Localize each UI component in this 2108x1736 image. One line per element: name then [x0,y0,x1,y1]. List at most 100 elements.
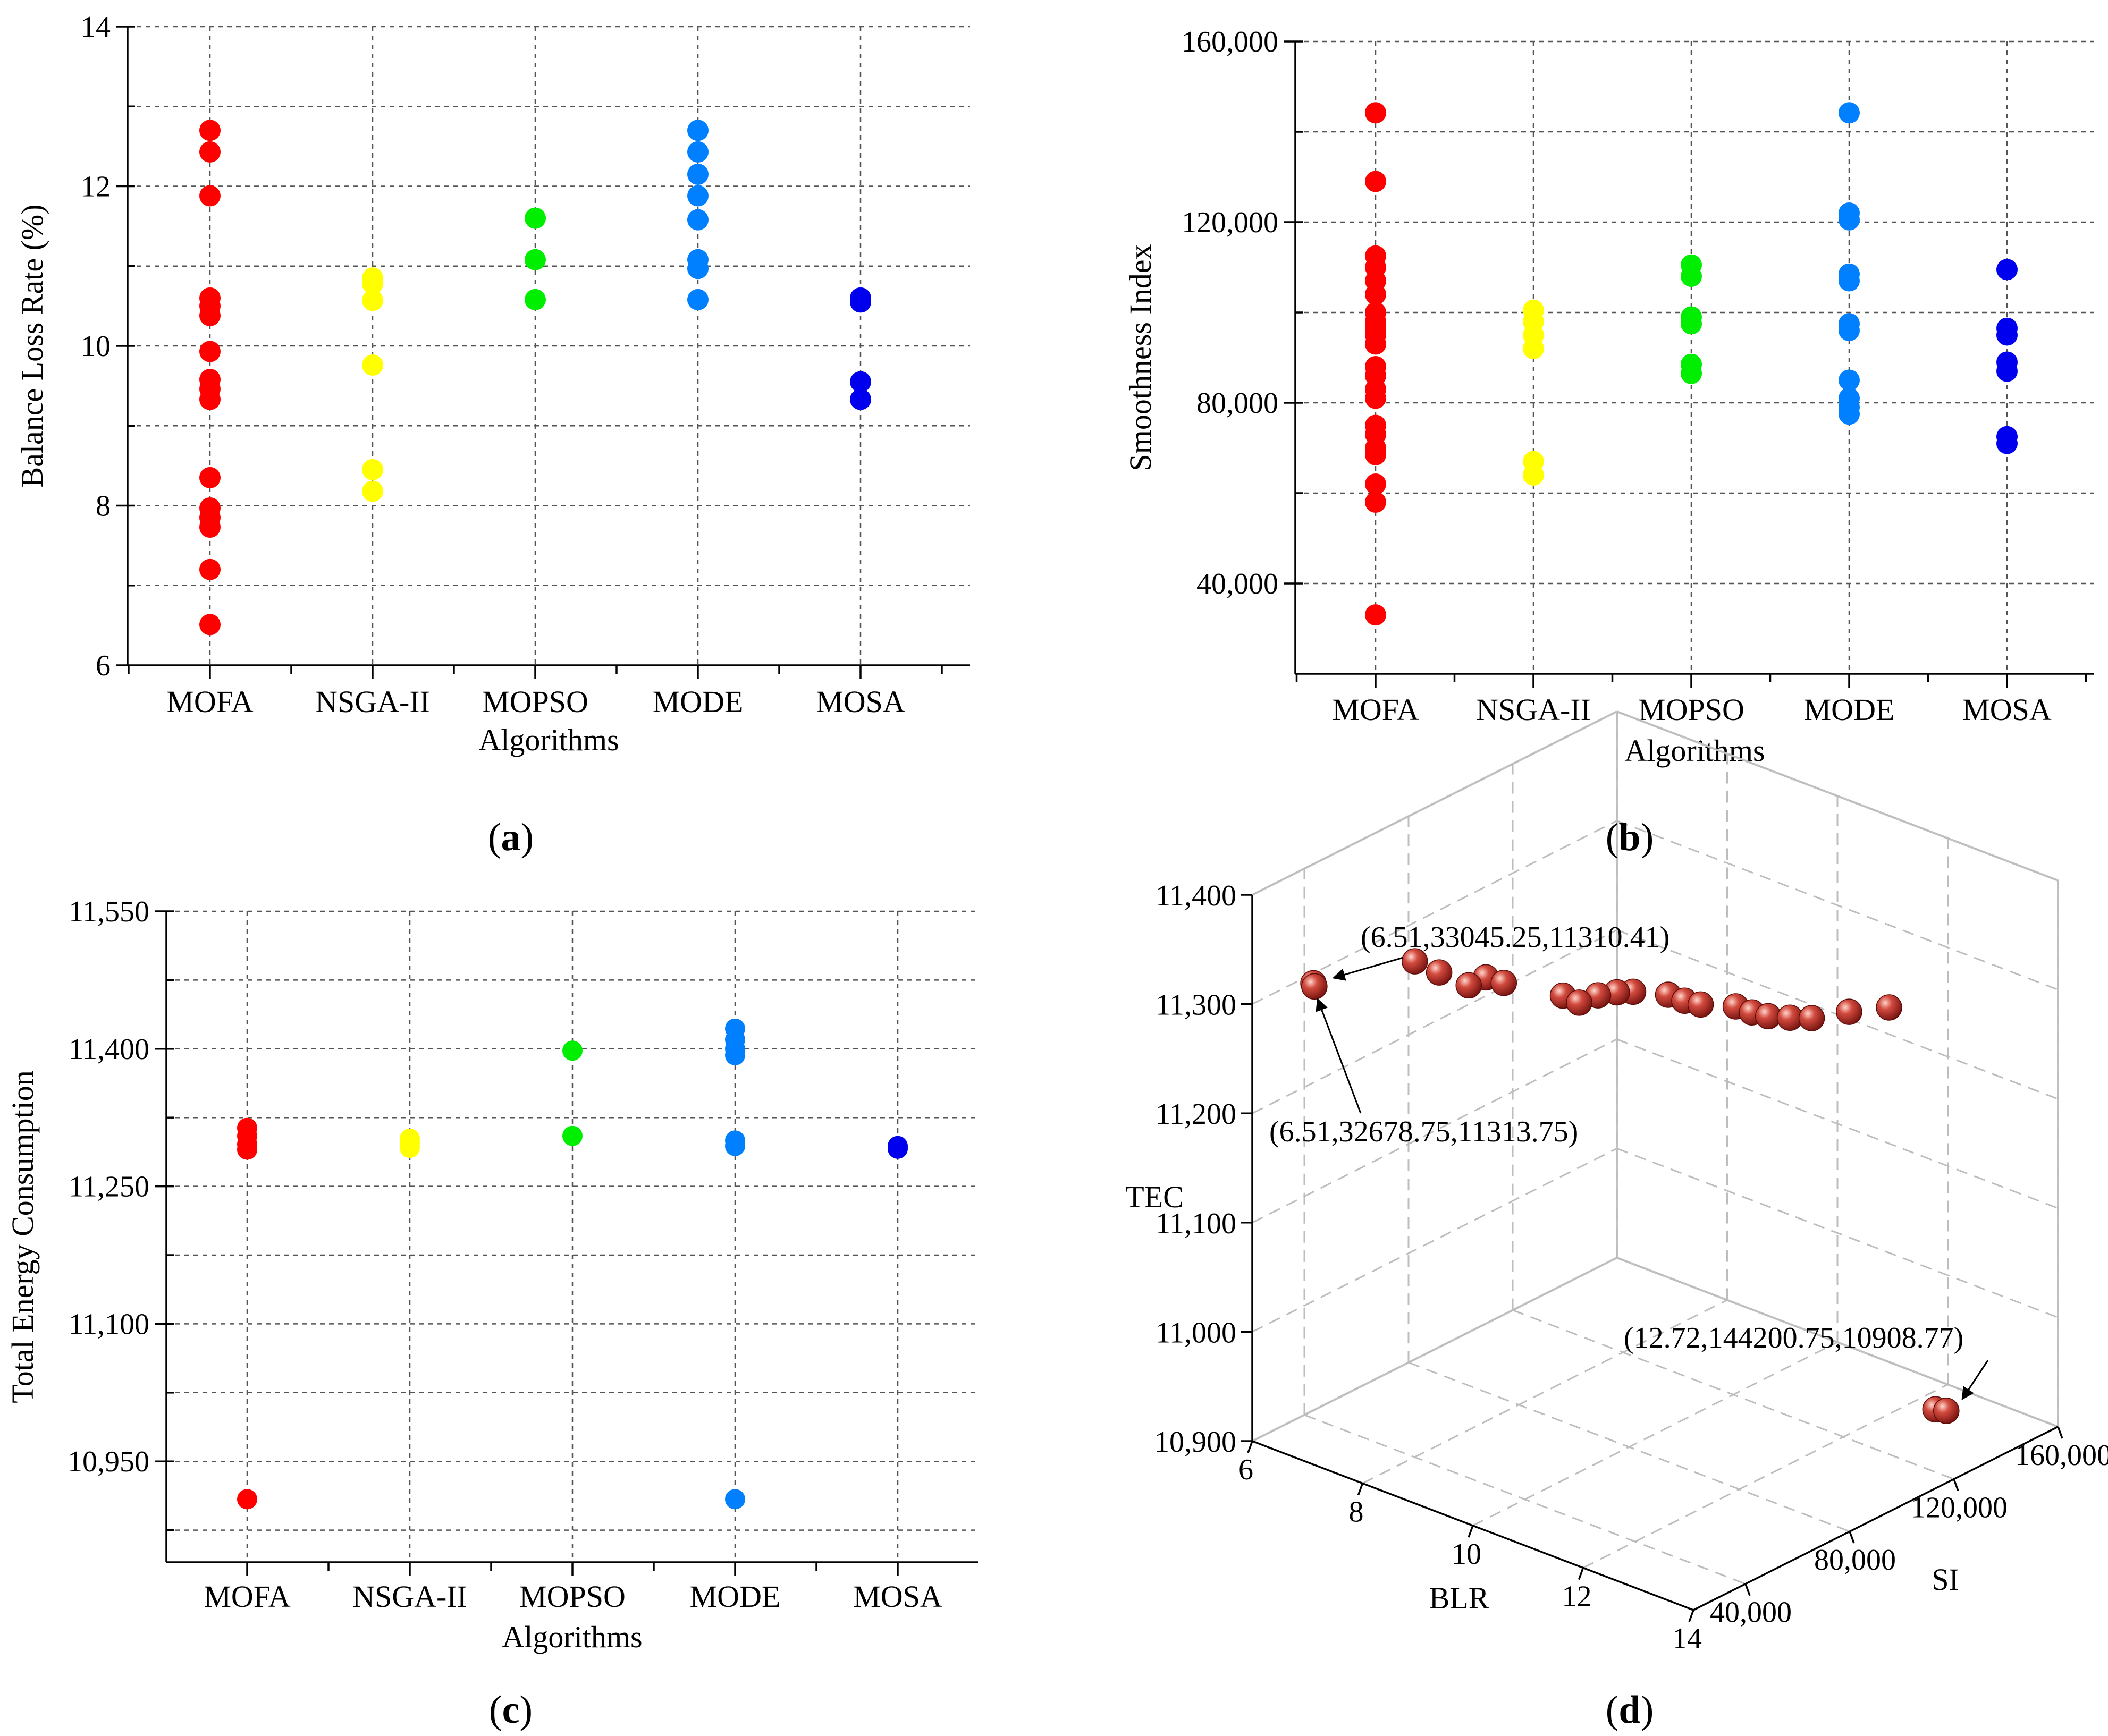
data-point-nsga-ii [1523,464,1544,486]
data-point-mofa [199,185,221,207]
data-point-mosa [850,388,871,410]
y-tick-label: 120,000 [1182,206,1278,239]
y-tick-label: 120,000 [1911,1492,2008,1525]
panel-label-b: (b) [1606,816,1654,859]
panel-label-d: (d) [1606,1688,1654,1732]
y-tick-label: 10 [81,330,111,363]
grid-line-3d [1512,1309,1954,1480]
data-point-mopso [525,207,546,229]
data-sphere [1798,1005,1825,1031]
x-category-label: MOSA [853,1579,942,1614]
data-sphere [1402,948,1428,975]
x-category-label: MODE [653,684,744,719]
data-point-mofa [1365,473,1386,495]
data-sphere [1933,1398,1960,1424]
x-axis-title: BLR [1429,1581,1489,1615]
grid-line-3d [1252,929,1617,1114]
y-tick-label: 14 [81,11,111,44]
y-tick [2057,1426,2063,1439]
data-point-mode [1839,320,1860,341]
x-category-label: MOSA [816,684,905,719]
data-point-nsga-ii [400,1138,420,1158]
y-tick-label: 12 [81,171,111,204]
data-point-nsga-ii [1523,338,1544,359]
data-point-mofa [1365,333,1386,355]
grid-line-3d [1252,1148,1617,1333]
y-tick [1744,1583,1751,1596]
y-tick-label: 160,000 [2015,1439,2108,1472]
data-point-mofa [199,341,221,362]
data-point-mofa [199,558,221,580]
x-tick-label: 8 [1349,1496,1364,1529]
x-tick [1688,1610,1694,1622]
data-point-mode [1839,102,1860,124]
data-point-mode [725,1136,745,1156]
data-sphere [1566,989,1592,1016]
data-point-mofa [1365,284,1386,305]
data-point-mosa [1996,360,2018,382]
data-point-mode [687,163,709,185]
data-point-mofa [199,467,221,488]
data-sphere [1490,969,1517,996]
data-point-mode [725,1045,745,1065]
x-category-label: MOSA [1962,692,2052,727]
grid-line-3d [1304,1414,1746,1585]
data-point-nsga-ii [362,273,383,294]
data-point-mopso [1681,313,1702,335]
x-category-label: MODE [1804,692,1895,727]
data-point-mosa [1996,433,2018,454]
data-point-mofa [1365,387,1386,409]
grid-line-3d [1616,820,2059,991]
annotation-label: (6.51,32678.75,11313.75) [1269,1115,1578,1148]
grid-line-3d [1362,1299,1728,1484]
data-point-mopso [562,1040,583,1061]
data-point-mode [687,120,709,141]
grid-line-3d [1252,1038,1617,1224]
data-point-mode [1839,270,1860,292]
x-category-label: MOPSO [519,1579,626,1614]
data-point-mode [687,289,709,310]
data-point-mode [1839,403,1860,425]
y-tick-label: 11,400 [69,1033,149,1066]
data-point-mosa [850,291,871,313]
annotation-arrow [1316,998,1362,1114]
data-sphere [1301,973,1328,1000]
y-axis-title: Balance Loss Rate (%) [15,204,49,487]
grid-line-3d [1582,1384,1949,1569]
y-tick-label: 160,000 [1182,26,1278,58]
x-category-label: NSGA-II [352,1579,467,1614]
grid-line-3d [1252,710,1617,896]
x-tick [1468,1525,1474,1538]
x-category-label: MOFA [1332,692,1419,727]
y-tick-label: 80,000 [1196,387,1278,420]
panel-label-a: (a) [488,816,534,859]
data-point-mofa [237,1139,257,1160]
data-point-mofa [199,516,221,538]
z-tick-label: 11,300 [1156,989,1236,1022]
x-category-label: NSGA-II [1476,692,1591,727]
data-point-mosa [1996,259,2018,281]
data-point-mode [1839,209,1860,231]
data-sphere [1455,972,1482,999]
y-tick-label: 10,950 [68,1445,149,1478]
panel-label-c: (c) [489,1688,533,1732]
annotation-arrow [1961,1360,1989,1401]
y-tick-label: 40,000 [1196,568,1278,600]
data-point-mofa [1365,604,1386,626]
x-tick [1357,1483,1364,1496]
y-tick-label: 6 [96,649,111,682]
x-tick-label: 12 [1562,1580,1592,1613]
data-sphere [1876,994,1902,1021]
y-tick-label: 8 [96,490,111,523]
grid-line-3d [1616,1257,2059,1428]
panel-a-chart: 6 8 10 12 14 MOFA NSGA-II MOPSO MODE MOSA Algorith… [15,11,970,757]
data-point-mofa [1365,492,1386,513]
annotation-label: (12.72,144200.75,10908.77) [1624,1322,1963,1354]
data-point-mofa [199,388,221,410]
data-point-nsga-ii [362,290,383,311]
data-point-nsga-ii [362,459,383,480]
y-tick [1953,1478,1959,1492]
data-point-mode [725,1489,745,1510]
x-category-label: MOPSO [482,684,588,719]
y-tick-label: 11,550 [69,895,149,928]
